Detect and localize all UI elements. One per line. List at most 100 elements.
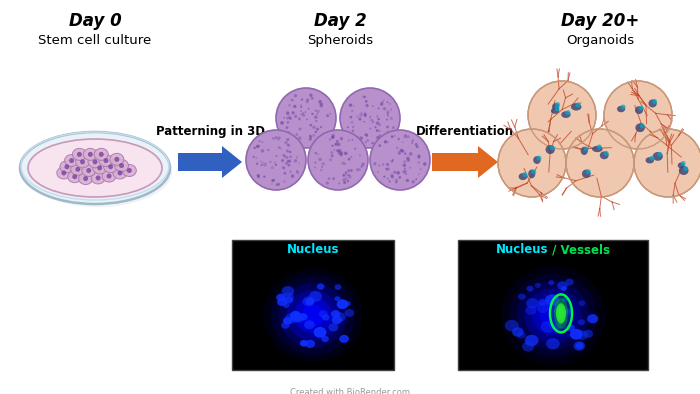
Circle shape bbox=[396, 147, 398, 149]
Circle shape bbox=[603, 151, 609, 156]
Circle shape bbox=[353, 105, 355, 107]
Ellipse shape bbox=[304, 320, 315, 329]
Circle shape bbox=[363, 96, 366, 98]
Circle shape bbox=[271, 166, 274, 169]
Circle shape bbox=[365, 141, 367, 143]
Circle shape bbox=[289, 151, 291, 153]
Circle shape bbox=[342, 174, 345, 177]
Circle shape bbox=[415, 178, 417, 180]
Circle shape bbox=[332, 136, 335, 139]
Text: Stem cell culture: Stem cell culture bbox=[38, 34, 152, 47]
Circle shape bbox=[404, 135, 407, 138]
Circle shape bbox=[323, 132, 326, 136]
Circle shape bbox=[271, 183, 273, 185]
Circle shape bbox=[417, 156, 421, 159]
Circle shape bbox=[389, 102, 391, 105]
Circle shape bbox=[348, 175, 351, 179]
Ellipse shape bbox=[28, 139, 162, 197]
Circle shape bbox=[330, 113, 331, 114]
Ellipse shape bbox=[83, 149, 97, 160]
Circle shape bbox=[263, 163, 267, 167]
Ellipse shape bbox=[102, 170, 116, 182]
Ellipse shape bbox=[305, 340, 315, 348]
Circle shape bbox=[343, 181, 346, 184]
Ellipse shape bbox=[561, 286, 567, 291]
Circle shape bbox=[403, 160, 406, 163]
Circle shape bbox=[385, 168, 388, 171]
Ellipse shape bbox=[581, 147, 588, 155]
Ellipse shape bbox=[645, 157, 654, 164]
Ellipse shape bbox=[652, 152, 663, 161]
Circle shape bbox=[409, 167, 411, 169]
Circle shape bbox=[351, 121, 354, 124]
Circle shape bbox=[387, 167, 390, 171]
Circle shape bbox=[338, 153, 339, 155]
Circle shape bbox=[331, 134, 335, 138]
Circle shape bbox=[256, 162, 258, 165]
Circle shape bbox=[286, 117, 289, 119]
Ellipse shape bbox=[279, 283, 347, 348]
Ellipse shape bbox=[294, 297, 332, 333]
Ellipse shape bbox=[556, 303, 566, 323]
Ellipse shape bbox=[500, 266, 606, 365]
Circle shape bbox=[285, 162, 288, 165]
Ellipse shape bbox=[524, 288, 582, 342]
Ellipse shape bbox=[535, 283, 541, 288]
Circle shape bbox=[301, 98, 303, 101]
Circle shape bbox=[555, 102, 560, 107]
Circle shape bbox=[360, 166, 363, 168]
Circle shape bbox=[376, 136, 379, 139]
Circle shape bbox=[331, 145, 334, 147]
Circle shape bbox=[417, 161, 420, 164]
Ellipse shape bbox=[578, 319, 585, 325]
Circle shape bbox=[127, 168, 132, 173]
Circle shape bbox=[298, 117, 301, 120]
Circle shape bbox=[289, 155, 292, 158]
Circle shape bbox=[114, 157, 119, 162]
Text: Nucleus: Nucleus bbox=[287, 243, 340, 256]
Ellipse shape bbox=[335, 284, 342, 290]
Circle shape bbox=[372, 121, 375, 123]
Ellipse shape bbox=[290, 312, 302, 322]
Circle shape bbox=[318, 158, 322, 161]
Circle shape bbox=[657, 152, 662, 157]
Circle shape bbox=[365, 104, 369, 107]
Circle shape bbox=[288, 131, 290, 133]
Ellipse shape bbox=[122, 164, 136, 177]
Circle shape bbox=[365, 100, 368, 103]
Circle shape bbox=[286, 112, 290, 115]
Circle shape bbox=[378, 107, 379, 109]
Circle shape bbox=[575, 102, 581, 108]
Circle shape bbox=[83, 176, 88, 181]
Ellipse shape bbox=[332, 316, 342, 324]
Circle shape bbox=[370, 115, 371, 117]
Circle shape bbox=[253, 147, 256, 149]
Ellipse shape bbox=[518, 294, 526, 300]
Circle shape bbox=[400, 149, 403, 152]
FancyArrow shape bbox=[178, 146, 242, 178]
Circle shape bbox=[354, 148, 356, 150]
Circle shape bbox=[290, 99, 293, 101]
Circle shape bbox=[412, 180, 415, 184]
Circle shape bbox=[370, 119, 373, 121]
Circle shape bbox=[398, 176, 401, 179]
Circle shape bbox=[634, 129, 700, 197]
Circle shape bbox=[386, 119, 388, 121]
Circle shape bbox=[376, 121, 379, 125]
Circle shape bbox=[329, 138, 331, 141]
Circle shape bbox=[262, 141, 263, 143]
Circle shape bbox=[258, 140, 260, 142]
Ellipse shape bbox=[72, 149, 86, 160]
Circle shape bbox=[257, 145, 260, 148]
Circle shape bbox=[258, 176, 260, 178]
Bar bbox=[232, 240, 394, 370]
Circle shape bbox=[346, 174, 349, 176]
Circle shape bbox=[377, 137, 380, 140]
Circle shape bbox=[260, 160, 261, 162]
Ellipse shape bbox=[552, 294, 570, 333]
Circle shape bbox=[345, 177, 348, 180]
Circle shape bbox=[379, 123, 381, 126]
Circle shape bbox=[104, 158, 108, 163]
Circle shape bbox=[638, 106, 643, 111]
Circle shape bbox=[423, 162, 426, 166]
